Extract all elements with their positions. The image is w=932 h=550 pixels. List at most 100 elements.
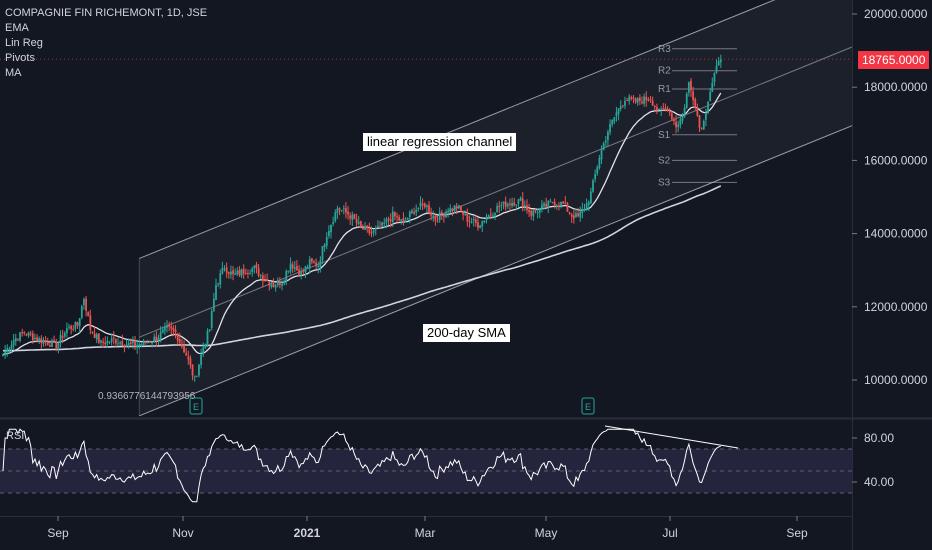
indicator-ema[interactable]: EMA	[5, 22, 29, 34]
candle-body	[172, 327, 175, 331]
candle-body	[624, 101, 626, 106]
candle-body	[366, 225, 369, 229]
candle-body	[48, 345, 51, 347]
candle-body	[34, 337, 36, 340]
candle-body	[298, 269, 300, 276]
candle-body	[21, 332, 24, 334]
candle-body	[615, 112, 618, 117]
candle-body	[2, 354, 4, 357]
candle-body	[692, 91, 695, 101]
candle-body	[423, 203, 426, 208]
candle-body	[534, 209, 537, 212]
candle-body	[138, 344, 141, 346]
candle-body	[279, 281, 281, 286]
candle-body	[74, 321, 77, 329]
candle-body	[353, 214, 356, 220]
candle-body	[347, 211, 349, 215]
candle-body	[63, 332, 66, 337]
candle-body	[191, 364, 194, 376]
candle-body	[526, 205, 528, 211]
candle-body	[112, 337, 115, 339]
candle-body	[17, 339, 19, 341]
candle-body	[53, 340, 56, 342]
candle-body	[206, 330, 209, 346]
candle-body	[76, 322, 79, 326]
candle-body	[259, 275, 262, 277]
candle-body	[119, 342, 122, 344]
candle-body	[68, 326, 70, 328]
candle-body	[247, 272, 249, 274]
candle-body	[61, 336, 64, 338]
candle-body	[59, 334, 62, 343]
candle-body	[547, 201, 550, 208]
candle-body	[272, 283, 275, 288]
candle-body	[690, 80, 692, 91]
candle-body	[711, 82, 714, 92]
candle-body	[168, 324, 171, 327]
candle-body	[677, 124, 680, 128]
candle-body	[176, 333, 179, 341]
candle-body	[428, 205, 430, 213]
candle-body	[651, 100, 654, 106]
candle-body	[558, 206, 560, 208]
candle-body	[619, 106, 622, 109]
candle-body	[202, 347, 205, 355]
candle-body	[291, 264, 294, 269]
candle-body	[411, 210, 413, 213]
candle-body	[323, 244, 326, 248]
candle-body	[240, 269, 243, 277]
candle-body	[415, 209, 418, 213]
candle-body	[449, 208, 452, 213]
candle-body	[530, 210, 533, 216]
candle-body	[645, 96, 648, 101]
candle-body	[502, 201, 505, 205]
channel-annotation[interactable]: linear regression channel	[363, 133, 517, 151]
candle-body	[57, 342, 60, 349]
regression-channel-line	[139, 0, 776, 259]
candle-body	[440, 212, 443, 215]
candle-body	[338, 208, 341, 211]
candle-body	[666, 108, 669, 111]
candle-body	[134, 340, 136, 347]
candle-body	[494, 213, 496, 216]
candle-body	[685, 93, 688, 108]
rsi-line	[2, 428, 721, 503]
candle-body	[125, 344, 128, 346]
candle-body	[628, 96, 631, 102]
candle-body	[673, 119, 675, 122]
regression-channel-line	[139, 125, 853, 417]
candle-body	[626, 99, 628, 101]
candle-body	[694, 99, 697, 108]
candle-body	[355, 218, 358, 223]
candle-body	[36, 337, 38, 341]
sma-annotation[interactable]: 200-day SMA	[423, 324, 510, 342]
pivot-label-s2: S2	[658, 155, 671, 166]
candle-body	[221, 267, 224, 274]
candle-body	[306, 266, 309, 268]
candle-body	[25, 334, 28, 336]
candle-body	[468, 220, 471, 222]
candle-body	[649, 99, 652, 101]
rsi-pane-label: RSI	[6, 430, 25, 442]
candle-body	[264, 280, 266, 282]
candle-body	[560, 202, 562, 207]
candle-body	[342, 208, 345, 210]
candle-body	[528, 209, 531, 213]
candle-body	[8, 348, 11, 350]
candle-body	[44, 341, 47, 343]
candle-body	[325, 237, 328, 246]
indicator-ma[interactable]: MA	[5, 67, 22, 79]
candle-body	[274, 285, 277, 288]
indicator-pivots[interactable]: Pivots	[5, 52, 35, 64]
candle-body	[185, 353, 188, 356]
candle-body	[705, 113, 707, 120]
candle-body	[391, 211, 394, 223]
candle-body	[321, 246, 324, 261]
candle-body	[594, 174, 597, 180]
candle-body	[349, 215, 352, 219]
candle-body	[453, 205, 456, 212]
indicator-linreg[interactable]: Lin Reg	[5, 37, 43, 49]
candle-body	[313, 261, 315, 263]
candle-body	[613, 117, 616, 122]
